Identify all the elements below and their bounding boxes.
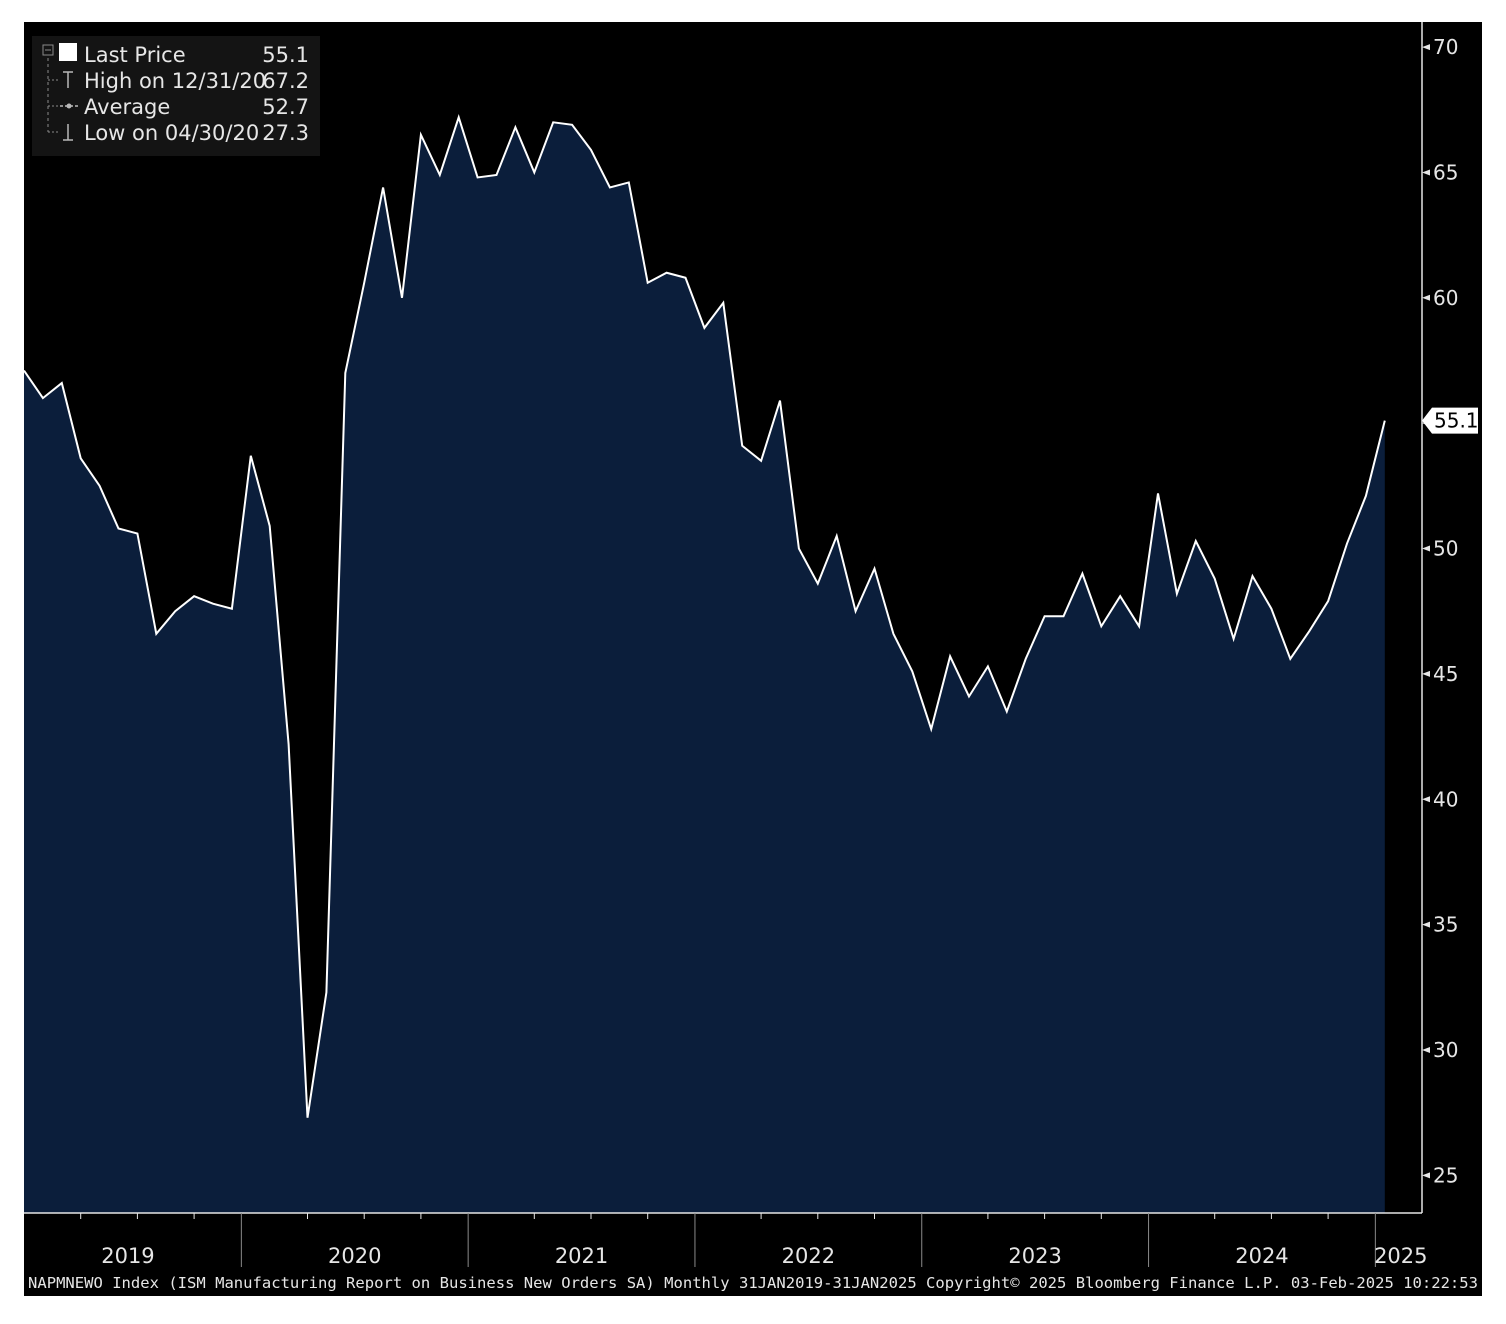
y-tick-label: 65	[1433, 160, 1458, 184]
legend-last-price-label: Last Price	[84, 43, 186, 67]
x-axis-ticks	[80, 1213, 1376, 1267]
y-tick-label: 25	[1433, 1163, 1458, 1187]
x-year-label: 2023	[1008, 1244, 1061, 1268]
x-year-label: 2025	[1374, 1244, 1427, 1268]
average-marker-dot	[66, 103, 72, 109]
high-marker-icon	[63, 71, 73, 88]
last-value-tag-shape	[1422, 407, 1478, 434]
last-price-swatch-icon	[59, 43, 77, 61]
x-year-label: 2021	[555, 1244, 608, 1268]
y-tick-label: 40	[1433, 787, 1458, 811]
last-value-tag: 55.1	[1422, 407, 1479, 434]
series-area	[24, 117, 1385, 1213]
y-tick-mark	[1422, 1047, 1430, 1054]
y-tick-label: 50	[1433, 537, 1458, 561]
legend-last-price-value: 55.1	[262, 43, 309, 67]
low-marker-icon	[63, 124, 73, 141]
y-tick-mark	[1422, 921, 1430, 928]
x-year-label: 2019	[101, 1244, 154, 1268]
chart-frame: 25303540455055606570 2019202020212022202…	[24, 22, 1482, 1296]
y-tick-label: 60	[1433, 286, 1458, 310]
last-value-tag-text: 55.1	[1434, 409, 1479, 433]
x-year-label: 2022	[782, 1244, 835, 1268]
y-tick-mark	[1422, 44, 1430, 51]
y-tick-mark	[1422, 796, 1430, 803]
chart: 25303540455055606570 2019202020212022202…	[24, 22, 1479, 1292]
y-tick-label: 35	[1433, 913, 1458, 937]
legend-low-label: Low on 04/30/20	[84, 121, 259, 145]
x-year-label: 2024	[1235, 1244, 1288, 1268]
legend-average-value: 52.7	[262, 95, 309, 119]
y-tick-label: 30	[1433, 1038, 1458, 1062]
y-tick-label: 70	[1433, 35, 1458, 59]
chart-footer: NAPMNEWO Index (ISM Manufacturing Report…	[28, 1274, 1478, 1292]
legend: Last Price 55.1 High on 12/31/20 67.2 Av…	[32, 36, 320, 156]
y-tick-mark	[1422, 294, 1430, 301]
legend-high-label: High on 12/31/20	[84, 69, 266, 93]
legend-high-value: 67.2	[262, 69, 309, 93]
collapse-icon[interactable]	[42, 44, 54, 56]
y-tick-mark	[1422, 1172, 1430, 1179]
legend-average-label: Average	[84, 95, 170, 119]
x-year-label: 2020	[328, 1244, 381, 1268]
y-tick-mark	[1422, 670, 1430, 677]
y-tick-mark	[1422, 545, 1430, 552]
series-line	[24, 114, 1386, 1118]
y-tick-label: 45	[1433, 662, 1458, 686]
legend-box	[32, 36, 320, 156]
y-tick-mark	[1422, 169, 1430, 176]
x-axis-year-labels: 2019 2020 2021 2022 2023 2024 2025	[101, 1244, 1427, 1268]
y-axis-ticks: 25303540455055606570	[1422, 35, 1458, 1187]
legend-low-value: 27.3	[262, 121, 309, 145]
